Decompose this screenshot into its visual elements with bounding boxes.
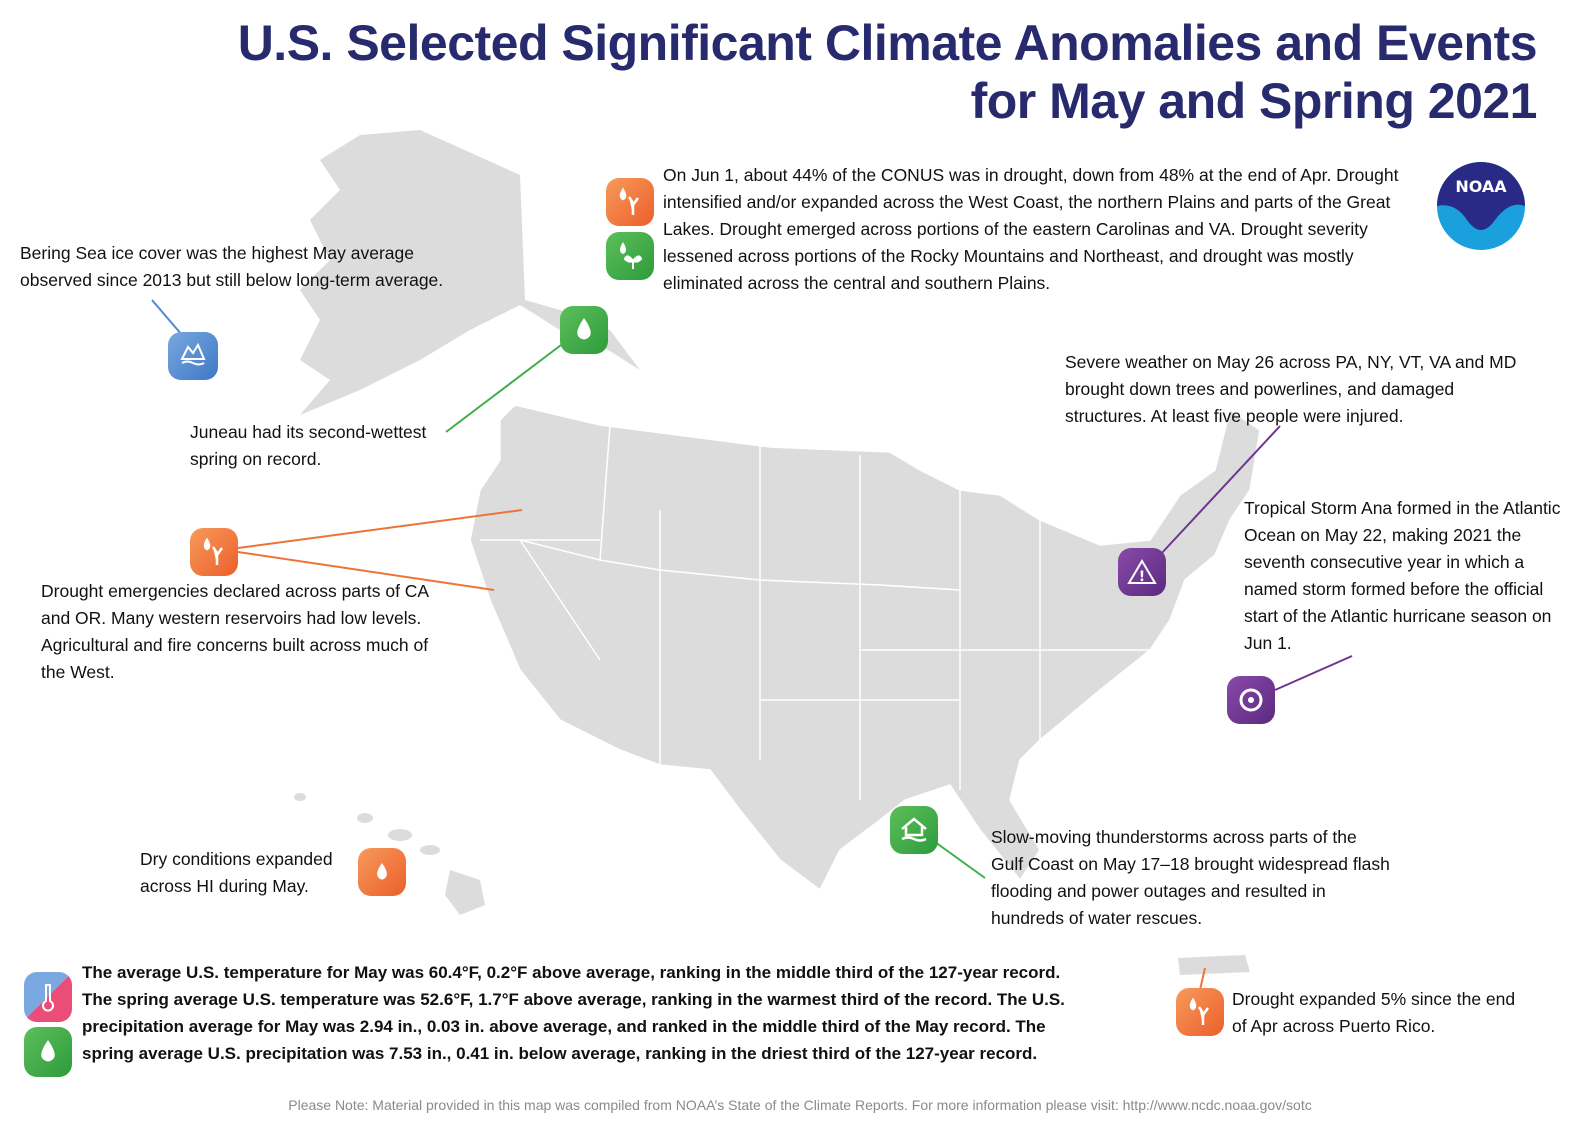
drought-icon [606, 178, 654, 226]
conus-shape [469, 404, 1261, 892]
wet-icon [560, 306, 608, 354]
noaa-logo: NOAA [1415, 140, 1547, 272]
puerto-rico-shape [1178, 955, 1250, 975]
svg-text:NOAA: NOAA [1455, 177, 1507, 196]
title-line-1: U.S. Selected Significant Climate Anomal… [237, 15, 1538, 71]
alaska-shape [300, 130, 640, 415]
flood-icon [890, 806, 938, 854]
precipitation-icon [24, 1027, 72, 1077]
drought-improvement-icon [606, 232, 654, 280]
hawaii-shape [294, 793, 485, 915]
drought-conus-text: On Jun 1, about 44% of the CONUS was in … [663, 165, 1399, 293]
footer-note: Please Note: Material provided in this m… [288, 1097, 1312, 1113]
gulf-text: Slow-moving thunderstorms across parts o… [991, 827, 1390, 928]
national-summary-text: The average U.S. temperature for May was… [82, 963, 1065, 1063]
leader-lines [151, 299, 1353, 991]
state-borders [480, 424, 1150, 800]
juneau-text: Juneau had its second-wettest spring on … [190, 422, 427, 469]
drought-icon [190, 528, 238, 576]
warning-icon: ! [1118, 548, 1166, 596]
bering-text: Bering Sea ice cover was the highest May… [20, 243, 444, 290]
puerto-rico-text: Drought expanded 5% since the end of Apr… [1232, 989, 1516, 1036]
thermometer-icon [24, 972, 72, 1022]
west-drought-text: Drought emergencies declared across part… [41, 581, 429, 682]
dry-icon [358, 848, 406, 896]
title-line-2: for May and Spring 2021 [970, 73, 1538, 129]
svg-text:!: ! [1139, 569, 1145, 585]
tropical-storm-text: Tropical Storm Ana formed in the Atlanti… [1244, 498, 1561, 653]
sea-ice-icon [168, 332, 218, 380]
severe-weather-text: Severe weather on May 26 across PA, NY, … [1065, 352, 1517, 426]
hurricane-icon [1227, 676, 1275, 724]
hawaii-text: Dry conditions expanded across HI during… [140, 849, 333, 896]
drought-icon [1176, 988, 1224, 1036]
